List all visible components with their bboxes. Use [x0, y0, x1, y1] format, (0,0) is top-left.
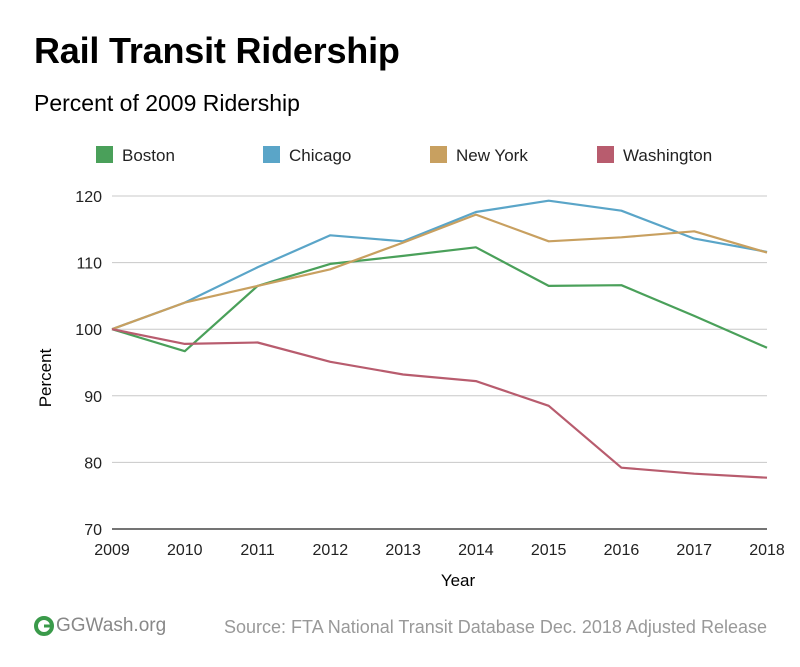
chart-title: Rail Transit Ridership — [34, 30, 400, 71]
y-axis-label: Percent — [36, 348, 55, 407]
y-tick-label: 120 — [75, 189, 102, 206]
series-lines — [111, 199, 768, 479]
legend-label: New York — [456, 146, 528, 165]
ggwash-logo-icon — [34, 616, 54, 636]
x-tick-label: 2009 — [94, 542, 130, 559]
series-line-washington — [111, 328, 768, 479]
y-tick-label: 100 — [75, 322, 102, 339]
x-tick-label: 2012 — [313, 542, 349, 559]
legend: Boston Chicago New York Washington — [96, 146, 712, 165]
grid-lines — [112, 195, 767, 463]
y-tick-label: 80 — [84, 455, 102, 472]
legend-swatch — [96, 146, 113, 163]
legend-label: Chicago — [289, 146, 351, 165]
axes: 70 80 90 100 110 120 2009 2010 2011 2012 2013 2014 2… — [75, 189, 785, 559]
x-tick-label: 2011 — [240, 542, 275, 559]
x-tick-label: 2016 — [604, 542, 640, 559]
legend-label: Boston — [122, 146, 175, 165]
chart-subtitle: Percent of 2009 Ridership — [34, 90, 300, 116]
legend-label: Washington — [623, 146, 712, 165]
x-tick-label: 2014 — [458, 542, 494, 559]
legend-swatch — [430, 146, 447, 163]
logo-text: GGWash.org — [56, 615, 167, 636]
legend-swatch — [263, 146, 280, 163]
x-tick-label: 2017 — [676, 542, 712, 559]
legend-swatch — [597, 146, 614, 163]
y-tick-label: 90 — [84, 389, 102, 406]
ggwash-logo[interactable]: GGWash.org — [34, 615, 166, 637]
x-tick-label: 2015 — [531, 542, 567, 559]
series-line-chicago — [111, 199, 768, 331]
series-line-boston — [111, 246, 768, 353]
series-line-new-york — [111, 213, 768, 331]
x-axis-label: Year — [441, 571, 476, 590]
x-tick-label: 2018 — [749, 542, 785, 559]
x-tick-label: 2010 — [167, 542, 203, 559]
source-note: Source: FTA National Transit Database De… — [224, 617, 767, 637]
y-tick-label: 110 — [76, 256, 102, 273]
y-tick-label: 70 — [84, 522, 102, 539]
x-tick-label: 2013 — [385, 542, 421, 559]
